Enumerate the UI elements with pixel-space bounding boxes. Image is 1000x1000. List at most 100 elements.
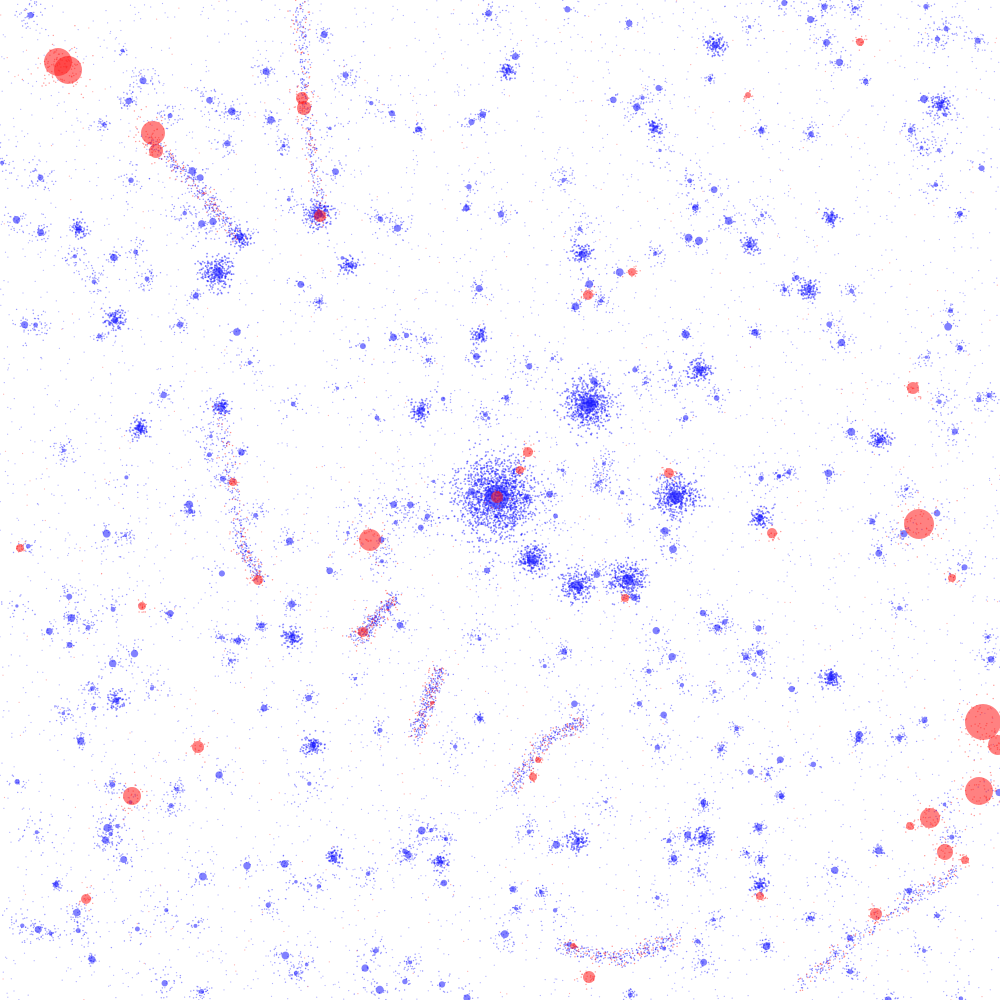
- blue-particle: [362, 677, 363, 678]
- blue-particle: [645, 85, 646, 86]
- blue-particle: [562, 359, 563, 360]
- blue-particle: [650, 723, 651, 724]
- blue-particle: [864, 281, 865, 282]
- blue-particle: [455, 757, 456, 758]
- blue-particle: [736, 355, 737, 356]
- blue-particle: [878, 701, 879, 702]
- blue-particle: [652, 13, 653, 14]
- blue-particle: [280, 303, 281, 304]
- blue-particle: [147, 665, 148, 666]
- blue-particle: [195, 349, 196, 350]
- blue-particle: [430, 203, 431, 204]
- blue-particle: [507, 369, 508, 370]
- blue-particle: [323, 772, 324, 773]
- blue-particle: [552, 380, 553, 381]
- blue-particle: [466, 586, 467, 587]
- blue-particle: [191, 248, 192, 249]
- blue-particle: [494, 965, 495, 966]
- blue-particle: [869, 236, 870, 237]
- blue-particle: [441, 926, 442, 927]
- blue-particle: [838, 253, 839, 254]
- blue-particle: [700, 167, 701, 168]
- blue-particle: [86, 723, 87, 724]
- blue-particle: [537, 742, 538, 743]
- blue-particle: [355, 899, 356, 900]
- blue-particle: [894, 563, 895, 564]
- blue-particle: [110, 31, 111, 32]
- blue-particle: [330, 941, 331, 942]
- blue-particle: [158, 831, 159, 832]
- blue-particle: [35, 281, 36, 282]
- blue-particle: [152, 462, 153, 463]
- blue-particle: [178, 759, 179, 760]
- blue-particle: [268, 658, 269, 659]
- blue-particle: [76, 544, 77, 545]
- blue-particle: [797, 257, 798, 258]
- blue-particle: [99, 790, 100, 791]
- blue-particle: [770, 179, 771, 180]
- blue-particle: [388, 192, 389, 193]
- blue-particle: [904, 67, 905, 68]
- blue-particle: [414, 87, 415, 88]
- blue-particle: [414, 536, 415, 537]
- blue-particle: [266, 50, 267, 51]
- blue-particle: [982, 152, 983, 153]
- blue-particle: [506, 628, 507, 629]
- blue-particle: [94, 413, 95, 414]
- blue-particle: [460, 512, 461, 513]
- blue-particle: [404, 478, 405, 479]
- blue-particle: [495, 132, 496, 133]
- blue-particle: [972, 650, 973, 651]
- blue-particle: [566, 918, 567, 919]
- blue-particle: [424, 557, 425, 558]
- blue-particle: [374, 113, 375, 114]
- blue-particle: [804, 540, 805, 541]
- blue-particle: [23, 159, 24, 160]
- blue-particle: [667, 631, 668, 632]
- blue-particle: [853, 709, 854, 710]
- blue-particle: [399, 982, 400, 983]
- blue-particle: [914, 639, 915, 640]
- blue-particle: [562, 530, 563, 531]
- blue-particle: [615, 838, 616, 839]
- blue-particle: [698, 353, 699, 354]
- blue-particle: [705, 26, 706, 27]
- blue-particle: [137, 497, 138, 498]
- blue-particle: [49, 527, 50, 528]
- blue-particle: [900, 781, 901, 782]
- blue-particle: [910, 997, 911, 998]
- blue-particle: [459, 86, 460, 87]
- blue-particle: [424, 126, 425, 127]
- blue-particle: [270, 400, 271, 401]
- blue-particle: [108, 874, 109, 875]
- blue-particle: [251, 921, 252, 922]
- blue-particle: [893, 648, 894, 649]
- blue-particle: [261, 638, 262, 639]
- blue-particle: [796, 929, 797, 930]
- blue-particle: [594, 307, 595, 308]
- blue-particle: [730, 972, 731, 973]
- blue-particle: [842, 116, 843, 117]
- blue-particle: [300, 652, 301, 653]
- blue-particle: [79, 579, 80, 580]
- blue-particle: [533, 35, 534, 36]
- blue-particle: [54, 448, 55, 449]
- blue-particle: [147, 848, 148, 849]
- blue-particle: [364, 846, 365, 847]
- blue-particle: [23, 732, 24, 733]
- blue-particle: [2, 716, 3, 717]
- blue-particle: [355, 838, 356, 839]
- blue-particle: [185, 434, 186, 435]
- blue-particle: [563, 189, 564, 190]
- blue-particle: [978, 673, 979, 674]
- blue-particle: [836, 389, 837, 390]
- blue-particle: [376, 479, 377, 480]
- blue-particle: [611, 330, 612, 331]
- blue-particle: [574, 238, 575, 239]
- blue-particle: [388, 105, 389, 106]
- blue-particle: [221, 511, 222, 512]
- blue-particle: [361, 734, 362, 735]
- blue-particle: [381, 854, 382, 855]
- blue-particle: [547, 282, 548, 283]
- blue-particle: [949, 90, 950, 91]
